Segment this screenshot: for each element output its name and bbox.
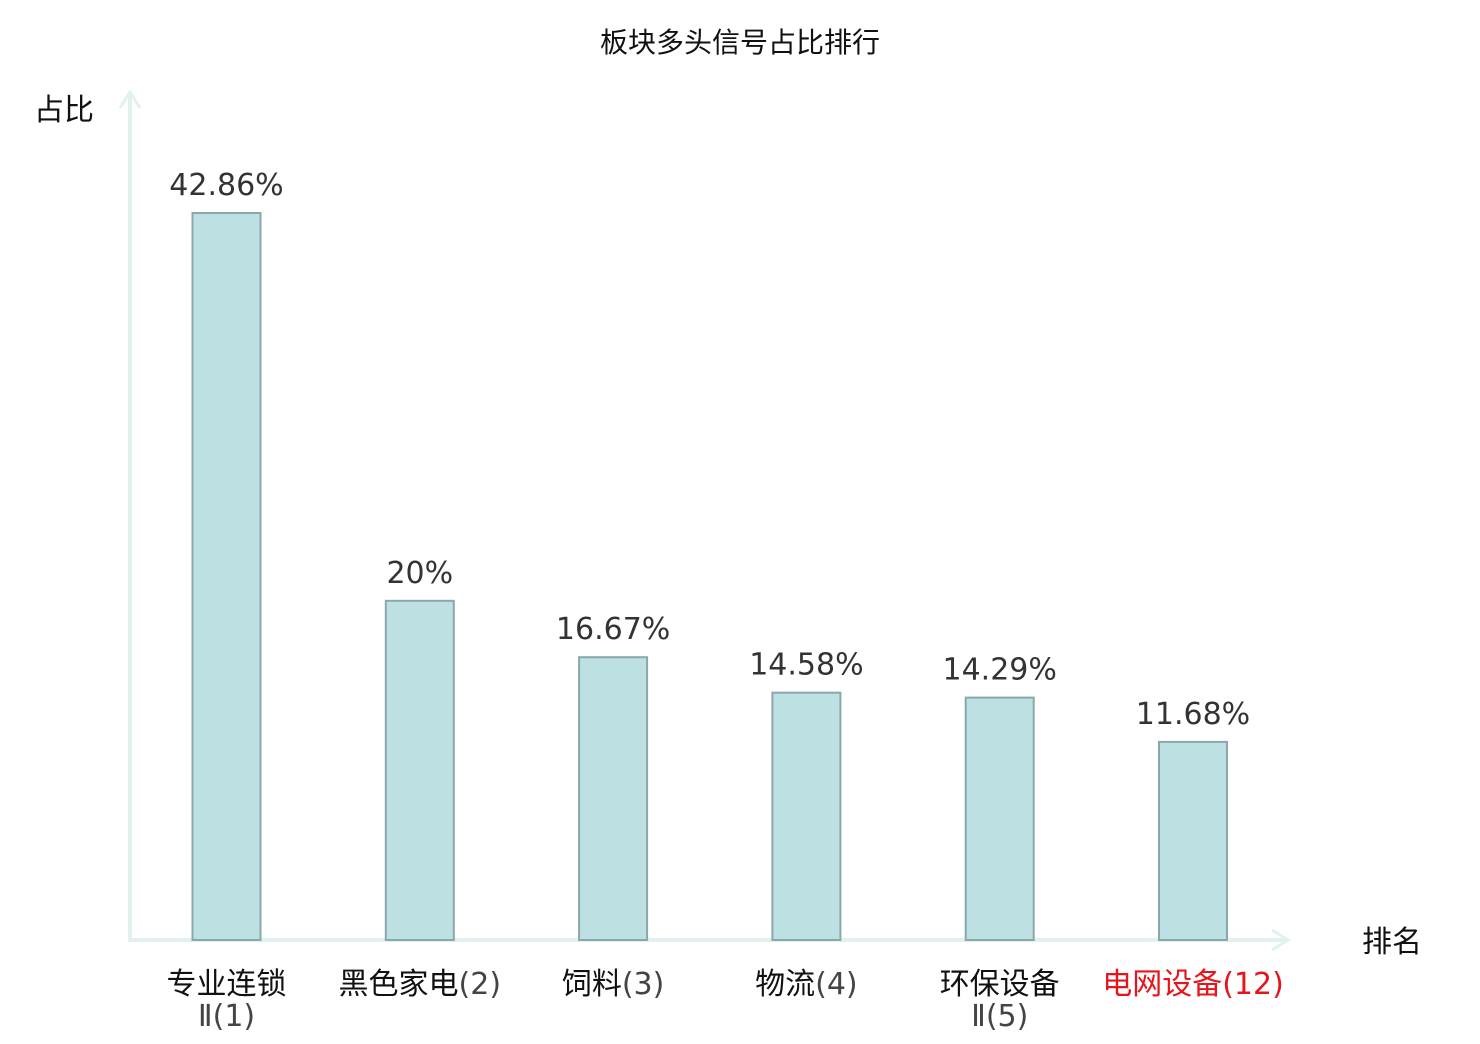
x-tick-label-rank: Ⅱ(5) [971, 999, 1028, 1034]
bars-group [191, 212, 1228, 942]
y-axis-arrow [118, 89, 142, 109]
x-axis-arrow [1271, 928, 1291, 952]
x-tick-label: 环保设备 Ⅱ(5) [940, 967, 1060, 1034]
bar-value-label: 20% [386, 556, 453, 591]
x-tick-labels-group: 专业连锁 Ⅱ(1) 黑色家电(2) 饲料(3) 物流(4) 环保设备 Ⅱ(5) 电网设备(12… [167, 967, 1284, 1034]
axes [118, 89, 1291, 952]
bar-value-label: 42.86% [169, 168, 283, 203]
x-tick-label-name: 电网设备 [1102, 967, 1222, 1002]
x-tick-label-rank: (3) [622, 967, 665, 1002]
x-tick-label: 电网设备(12) [1102, 967, 1284, 1002]
x-tick-label-rank: (4) [815, 967, 858, 1002]
x-tick-label-name: 专业连锁 [167, 967, 287, 1002]
x-tick-label-name: 环保设备 [940, 967, 1060, 1002]
bar [771, 691, 842, 942]
y-axis-label: 占比 [34, 93, 94, 128]
x-axis-label: 排名 [1362, 925, 1422, 960]
bar [1158, 740, 1228, 942]
chart-title: 板块多头信号占比排行 [600, 26, 880, 59]
x-tick-label: 物流(4) [755, 967, 858, 1002]
x-tick-label-name: 饲料 [562, 967, 622, 1002]
x-tick-label-name: 物流 [755, 967, 815, 1002]
bar-value-label: 11.68% [1136, 697, 1250, 732]
value-labels-group: 42.86% 20% 16.67% 14.58% 14.29% 11.68% [169, 168, 1250, 732]
bar-value-label: 14.58% [749, 648, 863, 683]
bar [964, 696, 1035, 941]
x-tick-label-name: 黑色家电 [339, 967, 459, 1002]
bar [384, 599, 455, 941]
x-tick-label-rank: (12) [1222, 967, 1284, 1002]
x-tick-label-rank: (2) [459, 967, 502, 1002]
bar [191, 212, 262, 941]
x-tick-label: 专业连锁 Ⅱ(1) [167, 967, 287, 1034]
bar-value-label: 16.67% [556, 612, 670, 647]
x-tick-label: 饲料(3) [562, 967, 665, 1002]
x-tick-label: 黑色家电(2) [339, 967, 502, 1002]
x-tick-label-rank: Ⅱ(1) [198, 999, 255, 1034]
bar [578, 656, 649, 941]
bar-value-label: 14.29% [943, 653, 1057, 688]
